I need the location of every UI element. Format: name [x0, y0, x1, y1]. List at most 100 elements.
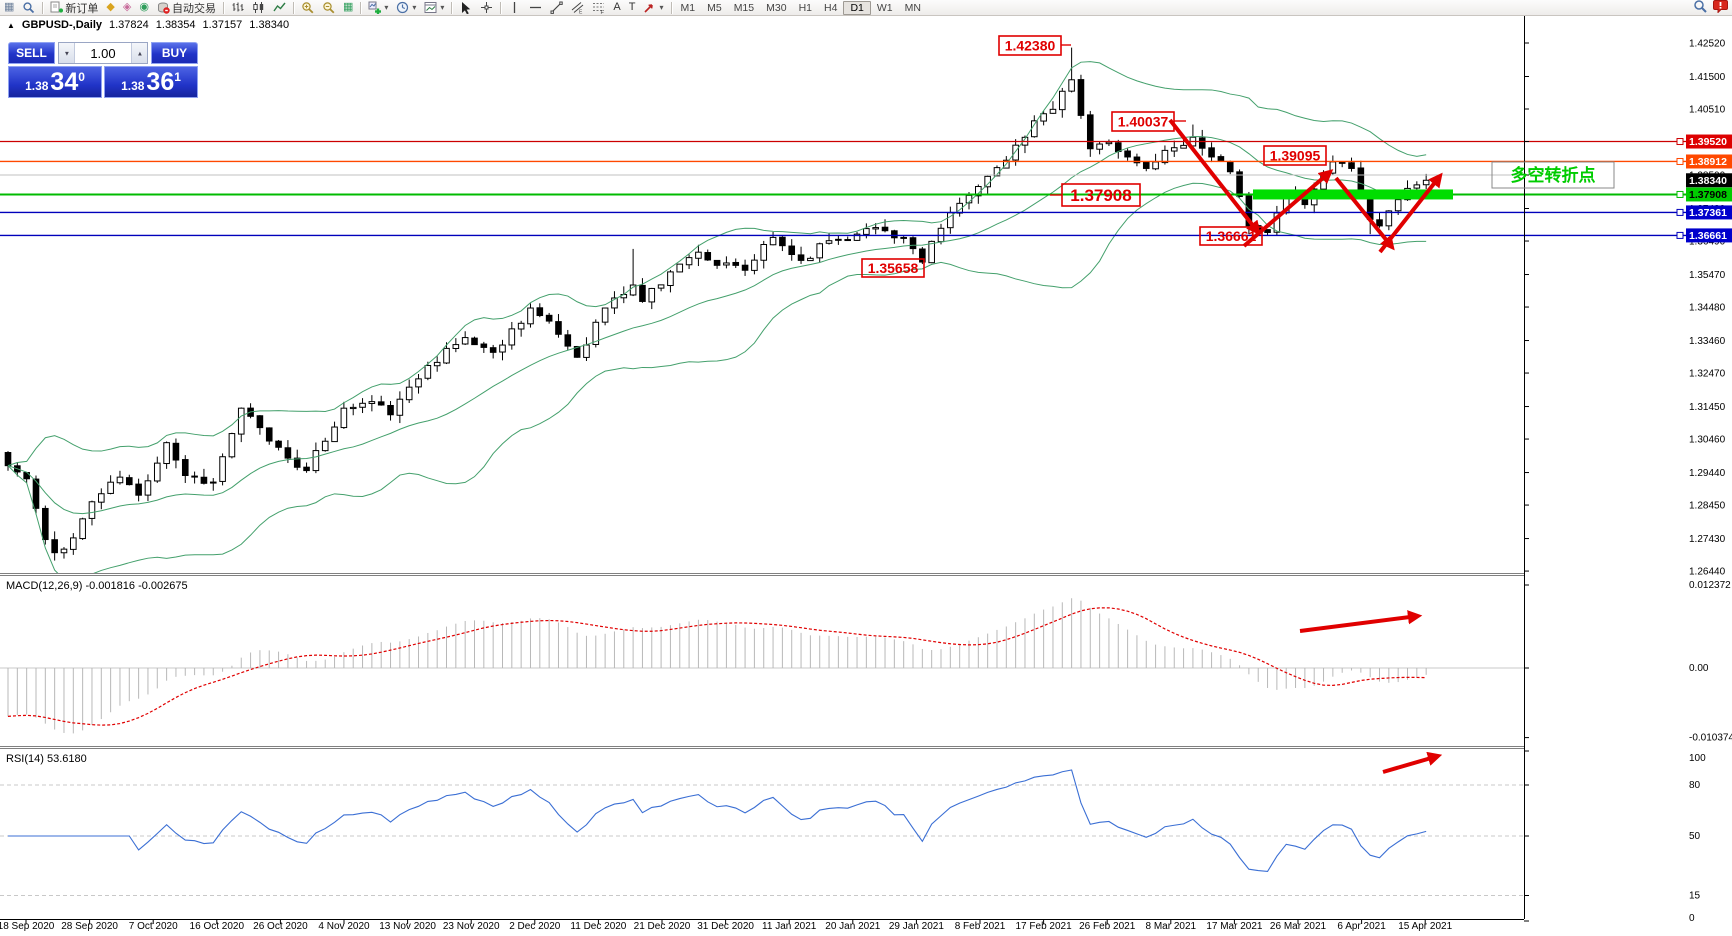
sell-price-display[interactable]: 1.38 34 0: [8, 66, 102, 98]
zoom-out-icon[interactable]: [318, 1, 339, 15]
trend-arrow[interactable]: [1378, 172, 1443, 254]
timeframe-d1[interactable]: D1: [843, 0, 871, 15]
trend-arrow[interactable]: [1382, 751, 1443, 774]
candle-body: [723, 262, 730, 266]
price-badge[interactable]: [1686, 173, 1732, 188]
trend-arrow[interactable]: [1299, 610, 1423, 633]
trend-arrow[interactable]: [1168, 118, 1261, 236]
candle-body: [909, 237, 917, 250]
bar-chart-icon[interactable]: [227, 1, 248, 15]
price-axis-label: 1.28450: [1689, 501, 1726, 512]
candlestick-chart-icon[interactable]: [248, 1, 269, 15]
volume-increase-button[interactable]: ▲: [131, 43, 147, 63]
candle-body: [573, 345, 581, 358]
buy-button[interactable]: BUY: [151, 42, 198, 64]
price-badge-label: 1.36661: [1689, 230, 1727, 242]
candle-body: [751, 259, 758, 271]
sell-price-pip: 0: [78, 70, 85, 84]
candle-body: [769, 236, 777, 246]
indicators-icon[interactable]: ▾: [364, 1, 392, 15]
trendline-icon[interactable]: [546, 1, 567, 15]
hline-handle[interactable]: [1676, 138, 1684, 146]
arrows-icon[interactable]: ▾: [639, 1, 667, 15]
timeframe-m15[interactable]: M15: [733, 1, 755, 14]
timeframe-m30[interactable]: M30: [766, 1, 787, 14]
line-chart-icon[interactable]: [269, 1, 290, 15]
channel-icon[interactable]: E: [567, 1, 588, 15]
timeframe-m5[interactable]: M5: [707, 1, 722, 14]
volume-decrease-button[interactable]: ▼: [58, 43, 75, 63]
market-depth-icon[interactable]: ◆: [102, 1, 118, 15]
trend-arrow[interactable]: [1334, 176, 1395, 251]
candle-body: [741, 264, 749, 271]
candle-body: [881, 226, 889, 232]
collapse-icon[interactable]: ▲: [7, 20, 15, 30]
candle-body: [172, 442, 180, 461]
price-label-box[interactable]: [861, 258, 925, 278]
text-label-icon[interactable]: T: [625, 1, 640, 15]
candle-body: [125, 477, 133, 486]
hline-handle[interactable]: [1676, 208, 1684, 216]
price-label-box[interactable]: [1263, 145, 1327, 166]
buy-price-display[interactable]: 1.38 36 1: [104, 66, 198, 98]
search-icon[interactable]: [1693, 0, 1707, 16]
price-axis-label: 1.34480: [1689, 303, 1726, 314]
fibonacci-icon[interactable]: F: [588, 1, 609, 15]
price-badge[interactable]: [1686, 134, 1732, 149]
hline-handle[interactable]: [1676, 190, 1684, 198]
zoom-in-icon[interactable]: [297, 1, 318, 15]
svg-text:F: F: [601, 10, 605, 14]
price-badge[interactable]: [1686, 154, 1732, 169]
trend-arrow[interactable]: [1242, 169, 1334, 248]
cursor-icon[interactable]: [455, 1, 476, 15]
price-badge[interactable]: [1686, 205, 1732, 220]
profile-icon[interactable]: ◈: [119, 1, 135, 15]
candle-body: [1124, 150, 1131, 158]
note-label-box[interactable]: [1491, 161, 1615, 189]
timeframe-h1[interactable]: H1: [798, 1, 812, 14]
hline-icon[interactable]: [525, 1, 546, 15]
autotrading-button[interactable]: 自动交易: [153, 1, 220, 15]
text-icon[interactable]: A: [609, 1, 624, 15]
hline-handle[interactable]: [1676, 231, 1684, 239]
price-label-box[interactable]: [1061, 183, 1141, 207]
candle-body: [713, 259, 721, 266]
signal-icon[interactable]: ◉: [135, 1, 153, 15]
price-badge[interactable]: [1686, 228, 1732, 243]
toolbar-separator: [500, 1, 502, 14]
caret-up-icon: ▲: [136, 49, 143, 57]
candle-body: [797, 254, 805, 261]
crosshair-icon[interactable]: [476, 1, 497, 15]
alerts-icon[interactable]: [1713, 0, 1728, 16]
chart-window-icon[interactable]: ▦: [0, 1, 18, 15]
new-order-button[interactable]: 新订单: [46, 1, 102, 15]
candle-body: [1077, 79, 1085, 116]
price-badge[interactable]: [1686, 187, 1732, 202]
volume-input[interactable]: 1.00: [90, 45, 116, 61]
candle-body: [396, 398, 404, 416]
highlight-band[interactable]: [1253, 189, 1453, 200]
timeframe-mn[interactable]: MN: [904, 1, 921, 14]
candle-body: [555, 321, 562, 335]
candle-body: [564, 334, 572, 347]
candle-body: [60, 548, 68, 554]
vline-icon[interactable]: [504, 1, 525, 15]
candle-body: [1422, 179, 1430, 186]
price-label-box[interactable]: [1199, 226, 1263, 246]
hline-handle[interactable]: [1676, 157, 1684, 165]
data-window-icon[interactable]: [18, 1, 39, 15]
templates-icon[interactable]: ▾: [420, 1, 448, 15]
candle-body: [107, 481, 114, 494]
timeframe-w1[interactable]: W1: [876, 1, 893, 14]
timeframe-m1[interactable]: M1: [680, 1, 696, 14]
toolbar: ▦ 新订单 ◆ ◈ ◉ 自动交易 ▦ ▾ ▾ ▾ E F A T ▾ M1 M5 M15 M30 H1 H4 D1 W1 MN: [0, 0, 1732, 16]
timeframe-h4[interactable]: H4: [824, 1, 838, 14]
price-label-box[interactable]: [1111, 111, 1175, 132]
price-label-box[interactable]: [998, 35, 1062, 56]
periods-icon[interactable]: ▾: [392, 1, 420, 15]
tile-windows-icon[interactable]: ▦: [339, 1, 357, 15]
sell-button[interactable]: SELL: [8, 42, 55, 64]
candle-body: [1180, 144, 1187, 149]
candle-body: [368, 401, 376, 404]
